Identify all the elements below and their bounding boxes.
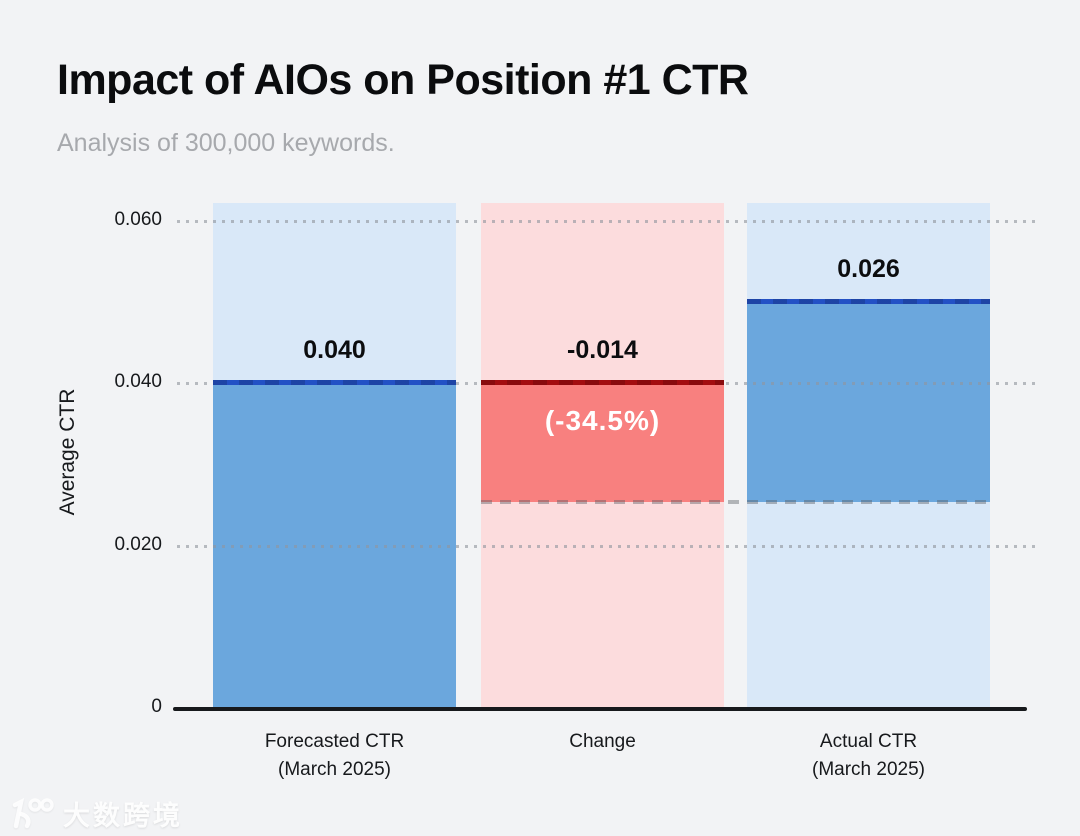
page-subtitle: Analysis of 300,000 keywords. — [57, 129, 395, 157]
grid-line-0.020 — [177, 544, 1037, 548]
bar-inner-label-change: (-34.5%) — [544, 405, 661, 436]
x-axis-label-forecasted-ctr-line1: Forecasted CTR — [264, 731, 405, 752]
watermark: 大数跨境 — [8, 794, 183, 833]
bar-value-label-change: -0.014 — [567, 336, 638, 364]
page-title: Impact of AIOs on Position #1 CTR — [57, 56, 749, 104]
x-axis-label-forecasted-ctr-line2: (March 2025) — [278, 759, 391, 780]
y-tick-label-0: 0 — [151, 696, 162, 717]
bar-top-rule-forecasted-ctr — [213, 380, 456, 385]
watermark-text: 大数跨境 — [63, 801, 183, 831]
bar-value-label-actual-ctr: 0.026 — [837, 254, 900, 283]
bar-value-label-forecasted-ctr: 0.040 — [303, 336, 366, 364]
x-axis-line — [173, 707, 1027, 711]
x-axis-label-change-line1: Change — [569, 731, 636, 752]
grid-line-0.060 — [177, 219, 1037, 223]
bar-fill-change — [481, 384, 724, 502]
ten-power-100-logo-icon — [12, 797, 54, 828]
bar-top-rule-actual-ctr — [747, 298, 990, 304]
x-axis-label-actual-ctr-line1: Actual CTR — [819, 731, 918, 752]
y-tick-label-0.040: 0.040 — [114, 371, 162, 392]
y-tick-label-0.060: 0.060 — [114, 208, 162, 230]
bar-fill-actual-ctr — [747, 302, 990, 502]
dashed-change-level-line — [481, 499, 990, 504]
bar-top-rule-change — [481, 380, 724, 385]
x-axis-label-actual-ctr-line2: (March 2025) — [812, 759, 925, 780]
y-tick-label-0.020: 0.020 — [114, 533, 162, 555]
